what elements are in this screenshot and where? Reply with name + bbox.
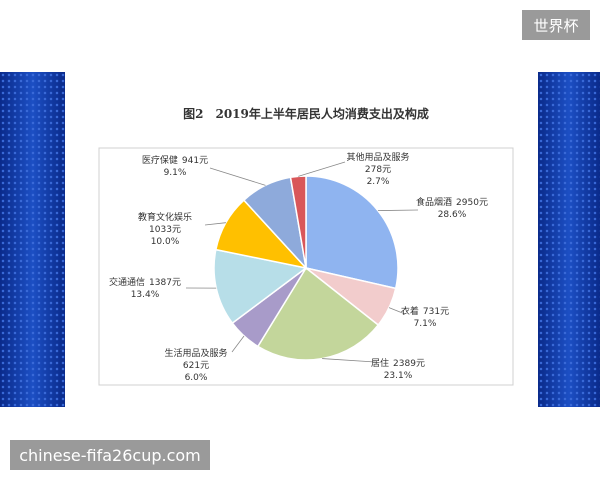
value-label: 941元 <box>182 156 208 166</box>
pie-slice <box>256 266 380 361</box>
percent-label: 9.1% <box>164 168 187 178</box>
percent-label: 28.6% <box>438 210 467 220</box>
leader-line <box>209 167 266 186</box>
side-panel <box>0 72 65 407</box>
percent-label: 6.0% <box>185 373 208 383</box>
leader-line <box>322 358 376 363</box>
pie-slice <box>213 248 308 325</box>
percent-label: 7.1% <box>414 319 437 329</box>
category-label: 其他用品及服务 <box>346 151 409 163</box>
data-label: 交通通信 1387元 13.4% <box>109 276 181 300</box>
chart-frame <box>98 147 514 386</box>
leader-line <box>231 335 245 353</box>
value-label: 1387元 <box>149 278 181 288</box>
category-label: 医疗保健 <box>142 154 178 166</box>
data-label: 衣着 731元 7.1% <box>401 305 449 329</box>
percent-label: 23.1% <box>384 371 413 381</box>
percent-label: 13.4% <box>131 290 160 300</box>
value-label: 278元 <box>365 165 391 175</box>
category-label: 食品烟酒 <box>416 196 452 208</box>
category-label: 交通通信 <box>109 276 145 288</box>
category-label: 衣着 <box>401 305 419 317</box>
percent-label: 10.0% <box>151 237 180 247</box>
data-label: 教育文化娱乐 1033元 10.0% <box>138 211 192 247</box>
value-label: 2389元 <box>393 359 425 369</box>
data-label: 其他用品及服务 278元 2.7% <box>346 151 409 187</box>
value-label: 2950元 <box>456 198 488 208</box>
category-label: 教育文化娱乐 <box>138 211 192 223</box>
data-label: 食品烟酒 2950元 28.6% <box>416 196 488 220</box>
value-label: 731元 <box>423 307 449 317</box>
category-label: 居住 <box>371 357 389 369</box>
pie-slice <box>305 175 399 290</box>
data-label: 居住 2389元 23.1% <box>371 357 425 381</box>
category-label: 生活用品及服务 <box>164 347 227 359</box>
data-label: 医疗保健 941元 9.1% <box>142 154 208 178</box>
leader-line <box>298 161 346 177</box>
data-label: 生活用品及服务 621元 6.0% <box>164 347 227 383</box>
leader-line <box>204 222 226 226</box>
side-panel <box>538 72 600 407</box>
chart: 图2 2019年上半年居民人均消费支出及构成 食品烟酒 2950元 28.6% 衣着 7… <box>98 106 514 386</box>
chart-title: 图2 2019年上半年居民人均消费支出及构成 <box>183 106 429 121</box>
leader-line <box>388 307 406 315</box>
watermark: chinese-fifa26cup.com <box>10 440 210 470</box>
leader-line <box>377 209 419 212</box>
value-label: 621元 <box>183 361 209 371</box>
watermark: 世界杯 <box>522 10 590 40</box>
percent-label: 2.7% <box>367 177 390 187</box>
value-label: 1033元 <box>149 225 181 235</box>
